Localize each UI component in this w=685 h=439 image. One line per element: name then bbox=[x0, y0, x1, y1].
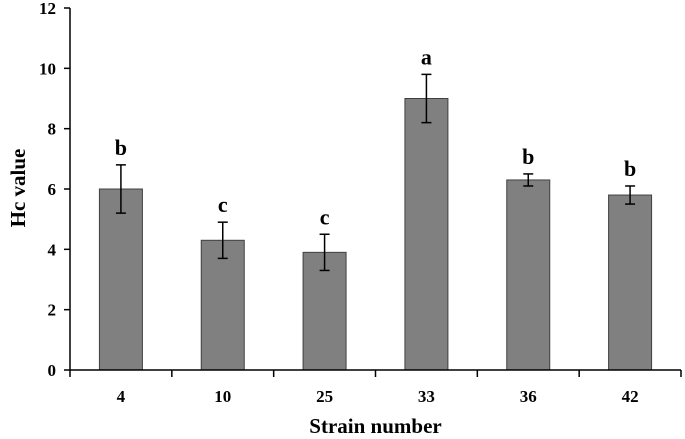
significance-label: b bbox=[115, 135, 127, 160]
x-axis-ticks: 4 10 25 33 36 42 bbox=[69, 370, 682, 406]
significance-label: c bbox=[320, 204, 330, 229]
y-tick-label: 2 bbox=[48, 301, 57, 320]
error-bars-group bbox=[115, 73, 636, 272]
y-tick-label: 4 bbox=[48, 240, 57, 259]
y-tick-label: 10 bbox=[39, 59, 56, 78]
significance-labels-group: b c c a b b bbox=[115, 44, 636, 229]
bar bbox=[506, 179, 551, 371]
significance-label: b bbox=[624, 156, 636, 181]
x-tick-label: 25 bbox=[316, 387, 333, 406]
significance-label: b bbox=[522, 144, 534, 169]
y-tick-label: 6 bbox=[48, 180, 57, 199]
x-tick-label: 42 bbox=[622, 387, 639, 406]
x-axis-title: Strain number bbox=[309, 414, 441, 438]
x-tick-label: 36 bbox=[520, 387, 537, 406]
y-axis-title: Hc value bbox=[6, 149, 30, 228]
significance-label: a bbox=[421, 44, 432, 69]
y-axis-ticks: 0 2 4 6 8 10 12 bbox=[39, 0, 70, 380]
bar bbox=[98, 188, 143, 371]
bar bbox=[302, 251, 347, 371]
significance-label: c bbox=[218, 192, 228, 217]
y-tick-label: 8 bbox=[48, 120, 57, 139]
y-tick-label: 0 bbox=[48, 361, 57, 380]
bar bbox=[404, 98, 449, 371]
bar bbox=[200, 239, 245, 371]
x-tick-label: 4 bbox=[117, 387, 126, 406]
x-tick-label: 10 bbox=[214, 387, 231, 406]
x-tick-label: 33 bbox=[418, 387, 435, 406]
bars-group bbox=[98, 98, 653, 371]
bar bbox=[608, 194, 653, 371]
y-tick-label: 12 bbox=[39, 0, 56, 18]
